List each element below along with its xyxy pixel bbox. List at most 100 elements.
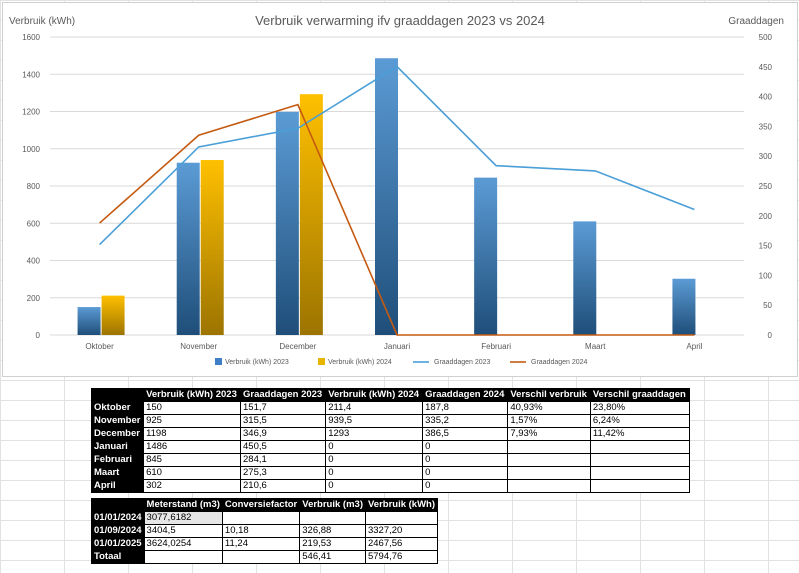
y-axis-label: Verbruik (kWh) [9,16,75,27]
table-cell: 7,93% [507,427,591,441]
table-row: 01/01/2024 3077,6182 [91,511,439,525]
consumption-table: Verbruik (kWh) 2023 Graaddagen 2023 Verbru… [90,388,691,493]
series-line [99,103,695,336]
table-cell: 1293 [325,427,424,441]
bar [375,58,398,336]
bar [101,295,125,335]
table-row: Oktober 150 151,7 211,4 187,8 40,93% 23,80% [90,401,691,415]
table-cell: 302 [143,479,241,493]
column-header: Verbruik (kWh) 2023 [143,388,241,402]
table-cell: 0 [422,453,509,467]
table-row: April 302 210,6 0 0 [90,479,691,493]
table-cell: 386,5 [422,427,509,441]
table-cell: 151,7 [239,401,327,415]
column-header: Graaddagen 2024 [422,388,509,402]
column-header: Verschil graaddagen [589,388,691,402]
table-cell: 0 [325,453,424,467]
row-header: April [90,479,145,493]
table-cell: 3404,5 [143,524,223,538]
y2-tick-label: 50 [763,301,772,310]
table-cell [507,453,591,467]
table-cell: 10,18 [221,524,301,538]
row-header: Maart [90,466,145,480]
bar [573,221,597,335]
bar [299,94,323,336]
column-header [91,498,145,512]
x-tick-label: December [279,342,316,351]
legend-swatch [318,358,325,365]
table-cell [299,511,366,525]
table-cell: 0 [422,479,509,493]
table-cell: 219,53 [299,537,366,551]
y2-tick-label: 150 [759,242,773,251]
row-header: 01/01/2025 [91,537,145,551]
legend-label: Verbruik (kWh) 2023 [225,359,289,366]
table-cell: 5794,76 [364,550,439,564]
row-header: Januari [90,440,145,454]
table-cell: 187,8 [422,401,509,415]
y2-tick-label: 100 [759,271,773,280]
table-row: 01/01/2025 3624,0254 11,24 219,53 2467,56 [91,537,439,551]
bar [176,162,200,335]
y-tick-label: 600 [27,219,41,228]
table-row: Totaal 546,41 5794,76 [91,550,439,564]
y-tick-label: 400 [27,257,41,266]
table-cell: 610 [143,466,241,480]
table-cell: 3624,0254 [143,537,223,551]
table-cell: 0 [325,479,424,493]
y2-tick-label: 200 [759,212,773,221]
table-row: 01/09/2024 3404,5 10,18 326,88 3327,20 [91,524,439,538]
table-cell: 1486 [143,440,241,454]
chart-title: Verbruik verwarming ifv graaddagen 2023 … [255,13,545,28]
column-header: Meterstand (m3) [143,498,223,512]
x-tick-label: Februari [481,342,511,351]
legend-label: Verbruik (kWh) 2024 [328,359,392,366]
table-cell: 1,57% [507,414,591,428]
row-header: Oktober [90,401,145,415]
bar [474,177,498,335]
legend-swatch [215,358,222,365]
table-cell: 275,3 [239,466,327,480]
y2-tick-label: 350 [759,122,773,131]
y2-tick-label: 0 [768,331,773,340]
chart-area[interactable]: Verbruik verwarming ifv graaddagen 2023 … [2,2,798,377]
table-cell: 3327,20 [364,524,439,538]
table-cell: 845 [143,453,241,467]
bar [77,307,101,335]
table-cell [589,466,691,480]
row-header: 01/01/2024 [91,511,145,525]
legend-label: Graaddagen 2023 [434,359,491,366]
x-tick-label: November [180,342,217,351]
table-cell: 284,1 [239,453,327,467]
table-cell [507,479,591,493]
y2-tick-label: 450 [759,63,773,72]
series-line [99,65,695,246]
table-cell [221,511,301,525]
x-tick-label: Januari [384,342,410,351]
y-tick-label: 800 [27,182,41,191]
table-cell: 546,41 [299,550,366,564]
bar [275,111,299,335]
table-cell: 2467,56 [364,537,439,551]
combo-chart: Verbruik verwarming ifv graaddagen 2023 … [9,13,784,366]
table-cell: 150 [143,401,241,415]
row-header: Februari [90,453,145,467]
bar [200,160,224,335]
x-tick-label: Maart [585,342,606,351]
y-tick-label: 1600 [22,33,40,42]
table-cell: 1198 [143,427,241,441]
column-header: Verbruik (m3) [299,498,366,512]
table-cell [589,479,691,493]
header-row: Meterstand (m3) Conversiefactor Verbruik (… [91,498,439,512]
table-cell: 925 [143,414,241,428]
y-tick-label: 0 [36,331,41,340]
bar [672,278,696,335]
table-row: Januari 1486 450,5 0 0 [90,440,691,454]
table-cell: 315,5 [239,414,327,428]
table-cell [143,550,223,564]
y2-tick-label: 250 [759,182,773,191]
table-cell: 211,4 [325,401,424,415]
table-cell: 11,42% [589,427,691,441]
table-cell: 326,88 [299,524,366,538]
meter-table: Meterstand (m3) Conversiefactor Verbruik (… [91,498,439,564]
